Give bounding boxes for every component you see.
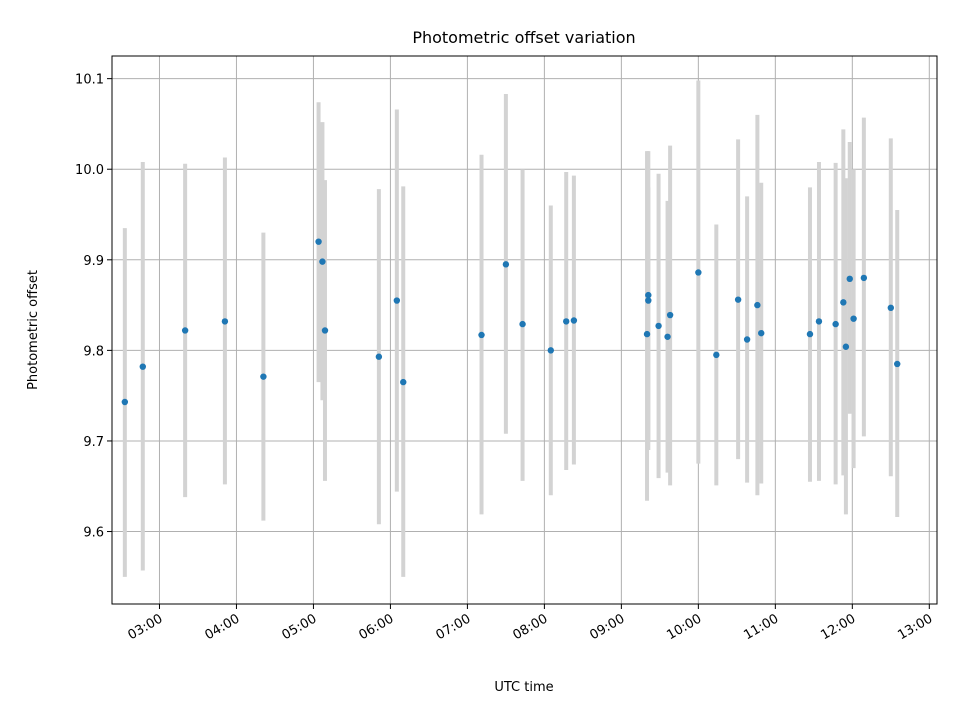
x-axis-ticks: 03:00 04:00 05:00 06:00 07:00 08:00 09:00 10:00… [126, 604, 935, 643]
data-point [645, 297, 652, 304]
data-point [643, 330, 651, 338]
y-tick-label: 9.9 [83, 254, 104, 269]
plot-frame [111, 55, 938, 605]
data-point [260, 373, 267, 380]
data-point [478, 331, 485, 339]
data-point [570, 317, 578, 324]
x-tick-label: 03:00 [126, 611, 166, 643]
data-point [393, 297, 401, 304]
data-point [840, 299, 847, 306]
data-point [743, 336, 751, 343]
x-tick-label: 10:00 [664, 611, 704, 643]
data-point [806, 330, 814, 338]
x-tick-label: 11:00 [741, 611, 781, 643]
data-point [375, 353, 383, 360]
data-point [832, 320, 839, 328]
data-point [221, 318, 229, 325]
data-point [846, 275, 853, 283]
x-tick-label: 13:00 [895, 611, 935, 643]
y-tick-label: 9.7 [83, 435, 104, 450]
x-axis-label: UTC time [494, 680, 553, 695]
data-point [754, 301, 761, 309]
data-point [815, 318, 823, 325]
data-point [519, 320, 526, 328]
data-point [894, 360, 901, 368]
data-points [121, 238, 901, 406]
data-point [758, 329, 765, 337]
data-point [400, 378, 407, 386]
y-tick-label: 9.8 [83, 344, 104, 359]
data-point [666, 311, 674, 319]
data-point [121, 398, 129, 406]
data-point [181, 327, 189, 334]
x-tick-label: 12:00 [818, 611, 858, 643]
data-point [842, 343, 850, 350]
data-point [695, 269, 702, 276]
y-tick-label: 10.0 [75, 163, 104, 178]
data-point [315, 238, 322, 245]
data-point [139, 363, 146, 370]
x-tick-label: 06:00 [356, 611, 396, 643]
x-tick-label: 04:00 [203, 611, 243, 643]
y-axis-label: Photometric offset [26, 270, 41, 390]
error-bars [122, 80, 900, 577]
y-tick-label: 10.1 [75, 73, 104, 88]
data-point [713, 351, 720, 359]
data-point [321, 327, 329, 334]
data-point [562, 318, 570, 325]
data-point [645, 291, 652, 299]
data-point [887, 304, 895, 312]
data-point [319, 258, 326, 265]
data-point [850, 315, 857, 322]
data-point [547, 347, 555, 354]
data-point [655, 322, 662, 330]
x-tick-label: 08:00 [510, 611, 550, 643]
y-axis-ticks: 9.6 9.7 9.8 9.9 10.0 10.1 [75, 73, 112, 541]
x-tick-label: 07:00 [433, 611, 473, 643]
data-point [734, 296, 742, 303]
x-tick-label: 09:00 [587, 611, 627, 643]
y-tick-label: 9.6 [83, 526, 104, 541]
data-point [664, 333, 671, 340]
x-tick-label: 05:00 [279, 611, 319, 643]
chart-title: Photometric offset variation [412, 28, 635, 47]
data-point [860, 274, 868, 282]
data-point [502, 261, 510, 268]
